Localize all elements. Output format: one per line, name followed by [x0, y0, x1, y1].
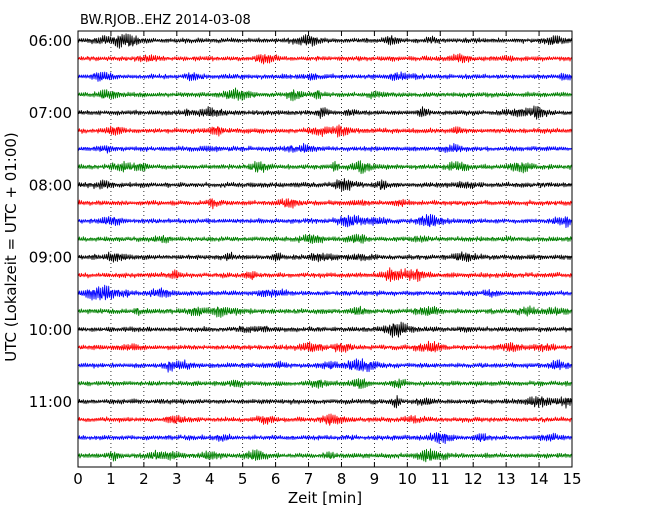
trace-line: [77, 448, 573, 463]
x-tick-label: 2: [139, 470, 149, 488]
trace-line: [77, 213, 573, 229]
x-tick-label: 7: [304, 470, 314, 488]
x-tick-label: 11: [431, 470, 450, 488]
trace-line: [77, 198, 573, 210]
x-tick-label: 8: [337, 470, 347, 488]
x-tick-label: 12: [464, 470, 483, 488]
trace-line: [77, 160, 573, 175]
trace-line: [77, 305, 573, 318]
seismic-traces: [77, 33, 573, 463]
trace-line: [77, 178, 573, 192]
y-axis-ticks: 06:00 07:00 08:00 09:00 10:00 11:00: [29, 32, 572, 411]
y-tick-label: 10:00: [29, 321, 72, 339]
y-tick-label: 09:00: [29, 249, 72, 267]
x-tick-label: 3: [172, 470, 182, 488]
y-tick-label: 11:00: [29, 393, 72, 411]
trace-line: [77, 53, 573, 65]
trace-line: [77, 142, 573, 154]
trace-line: [77, 378, 573, 389]
x-tick-label: 14: [530, 470, 549, 488]
trace-line: [77, 358, 573, 373]
trace-line: [77, 340, 573, 353]
trace-line: [77, 105, 573, 120]
trace-line: [77, 395, 573, 409]
y-axis-label: UTC (Lokalzeit = UTC + 01:00): [2, 132, 20, 362]
x-tick-label: 6: [271, 470, 281, 488]
x-tick-label: 13: [497, 470, 516, 488]
x-tick-label: 5: [238, 470, 248, 488]
trace-line: [77, 432, 573, 445]
trace-line: [77, 284, 573, 301]
y-tick-label: 06:00: [29, 32, 72, 50]
x-tick-label: 10: [398, 470, 417, 488]
trace-line: [77, 321, 573, 338]
trace-line: [77, 233, 573, 245]
plot-frame: [77, 30, 573, 468]
trace-line: [77, 124, 573, 138]
x-tick-label: 15: [562, 470, 581, 488]
trace-line: [77, 33, 573, 49]
y-tick-label: 08:00: [29, 176, 72, 194]
trace-line: [77, 413, 573, 426]
x-axis-ticks: 0 1 2 3 4 5 6 7 8 9 10 11 12 13 14 15: [73, 31, 582, 488]
x-tick-label: 1: [106, 470, 116, 488]
x-tick-label: 0: [73, 470, 83, 488]
grid-lines: [110, 31, 540, 467]
x-axis-label: Zeit [min]: [288, 489, 362, 507]
y-tick-label: 07:00: [29, 104, 72, 122]
trace-line: [77, 87, 573, 102]
trace-line: [77, 267, 573, 283]
x-tick-label: 9: [370, 470, 380, 488]
trace-line: [77, 71, 573, 82]
trace-line: [77, 251, 573, 263]
x-tick-label: 4: [205, 470, 215, 488]
chart-title: BW.RJOB..EHZ 2014-03-08: [80, 13, 251, 28]
